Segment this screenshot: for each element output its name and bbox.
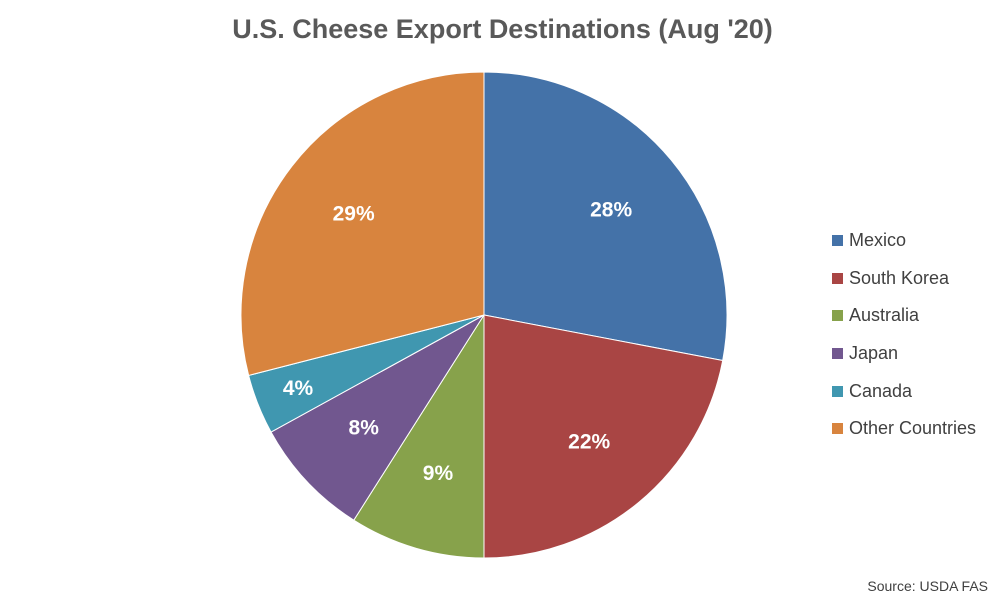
- legend-swatch: [832, 348, 843, 360]
- legend-item-canada: Canada: [832, 372, 976, 410]
- legend-swatch: [832, 423, 843, 435]
- chart-title: U.S. Cheese Export Destinations (Aug '20…: [232, 14, 773, 44]
- source-note: Source: USDA FAS: [867, 578, 988, 594]
- legend-swatch: [832, 272, 843, 284]
- legend-label: Japan: [849, 343, 899, 364]
- pie-slice-mexico: [483, 71, 728, 362]
- legend-label: Other Countries: [849, 418, 977, 439]
- legend-item-japan: Japan: [832, 335, 976, 373]
- legend-label: South Korea: [849, 267, 950, 288]
- pie-label-australia: 9%: [423, 462, 454, 485]
- pie-slice-other-countries: [240, 71, 485, 377]
- legend-swatch: [832, 235, 843, 247]
- pie-label-south-korea: 22%: [568, 431, 610, 454]
- legend-label: Canada: [849, 380, 913, 401]
- chart-legend: Mexico South Korea Australia Japan Canada Oth…: [832, 222, 976, 448]
- pie-label-canada: 4%: [283, 377, 314, 400]
- legend-label: Australia: [849, 305, 920, 326]
- pie-label-mexico: 28%: [590, 198, 632, 221]
- pie-slice-south-korea: [483, 314, 724, 559]
- legend-label: Mexico: [849, 230, 907, 251]
- pie-labels: 28% 22% 9% 8% 4% 29%: [283, 198, 633, 485]
- pie-label-japan: 8%: [349, 416, 380, 439]
- legend-item-south-korea: South Korea: [832, 260, 976, 298]
- legend-item-other-countries: Other Countries: [832, 410, 976, 448]
- pie-slices: [240, 71, 728, 559]
- pie-label-other-countries: 29%: [333, 202, 375, 225]
- legend-swatch: [832, 310, 843, 322]
- pie-slice-japan: [270, 314, 485, 521]
- legend-swatch: [832, 385, 843, 397]
- legend-item-australia: Australia: [832, 297, 976, 335]
- legend-item-mexico: Mexico: [832, 222, 976, 260]
- pie-slice-australia: [353, 313, 485, 559]
